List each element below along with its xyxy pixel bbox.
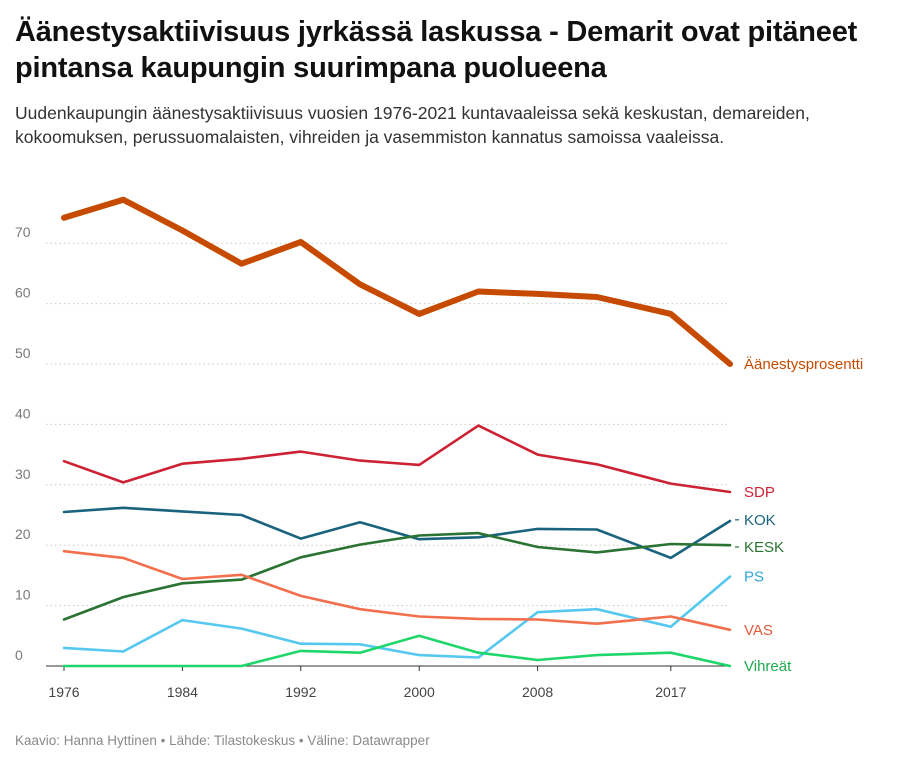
y-tick-label: 60 xyxy=(15,285,31,301)
series-label-vihre-t: Vihreät xyxy=(744,658,792,675)
chart-subtitle: Uudenkaupungin äänestysaktiivisuus vuosi… xyxy=(15,103,810,147)
series-line-vihre-t xyxy=(62,634,732,668)
series-label--nestysprosentti: Äänestysprosentti xyxy=(744,356,863,373)
chart-title: Äänestysaktiivisuus jyrkässä laskussa - … xyxy=(15,16,858,84)
series-label-vas: VAS xyxy=(744,622,773,639)
series-line-vas xyxy=(62,549,732,632)
line-chart: 0 10 20 30 40 50 60 70 1976 1984 1992 2000 2008 2017 Ä… xyxy=(15,196,863,700)
series-line--nestysprosentti xyxy=(61,196,733,367)
y-tick-label: 10 xyxy=(15,587,31,603)
y-tick-label: 0 xyxy=(15,647,23,663)
series-label-sdp: SDP xyxy=(744,484,775,501)
y-tick-label: 70 xyxy=(15,224,31,240)
series-line-kok xyxy=(62,506,732,560)
x-tick-label: 1984 xyxy=(167,684,198,700)
series-line-ps xyxy=(62,575,732,659)
footer-credits: Kaavio: Hanna Hyttinen • Lähde: Tilastok… xyxy=(15,733,430,748)
y-tick-label: 40 xyxy=(15,405,31,421)
series-label-ps: PS xyxy=(744,569,764,586)
x-tick-label: 2017 xyxy=(655,684,686,700)
series-line-sdp xyxy=(62,424,732,494)
series-label-kok: KOK xyxy=(744,512,776,529)
series-label-kesk: KESK xyxy=(744,539,784,556)
y-tick-label: 30 xyxy=(15,466,31,482)
y-tick-label: 50 xyxy=(15,345,31,361)
series-line-kesk xyxy=(62,531,732,621)
x-tick-label: 1992 xyxy=(285,684,316,700)
x-tick-label: 2008 xyxy=(522,684,553,700)
y-tick-label: 20 xyxy=(15,526,31,542)
x-tick-label: 2000 xyxy=(404,684,435,700)
x-tick-label: 1976 xyxy=(48,684,79,700)
